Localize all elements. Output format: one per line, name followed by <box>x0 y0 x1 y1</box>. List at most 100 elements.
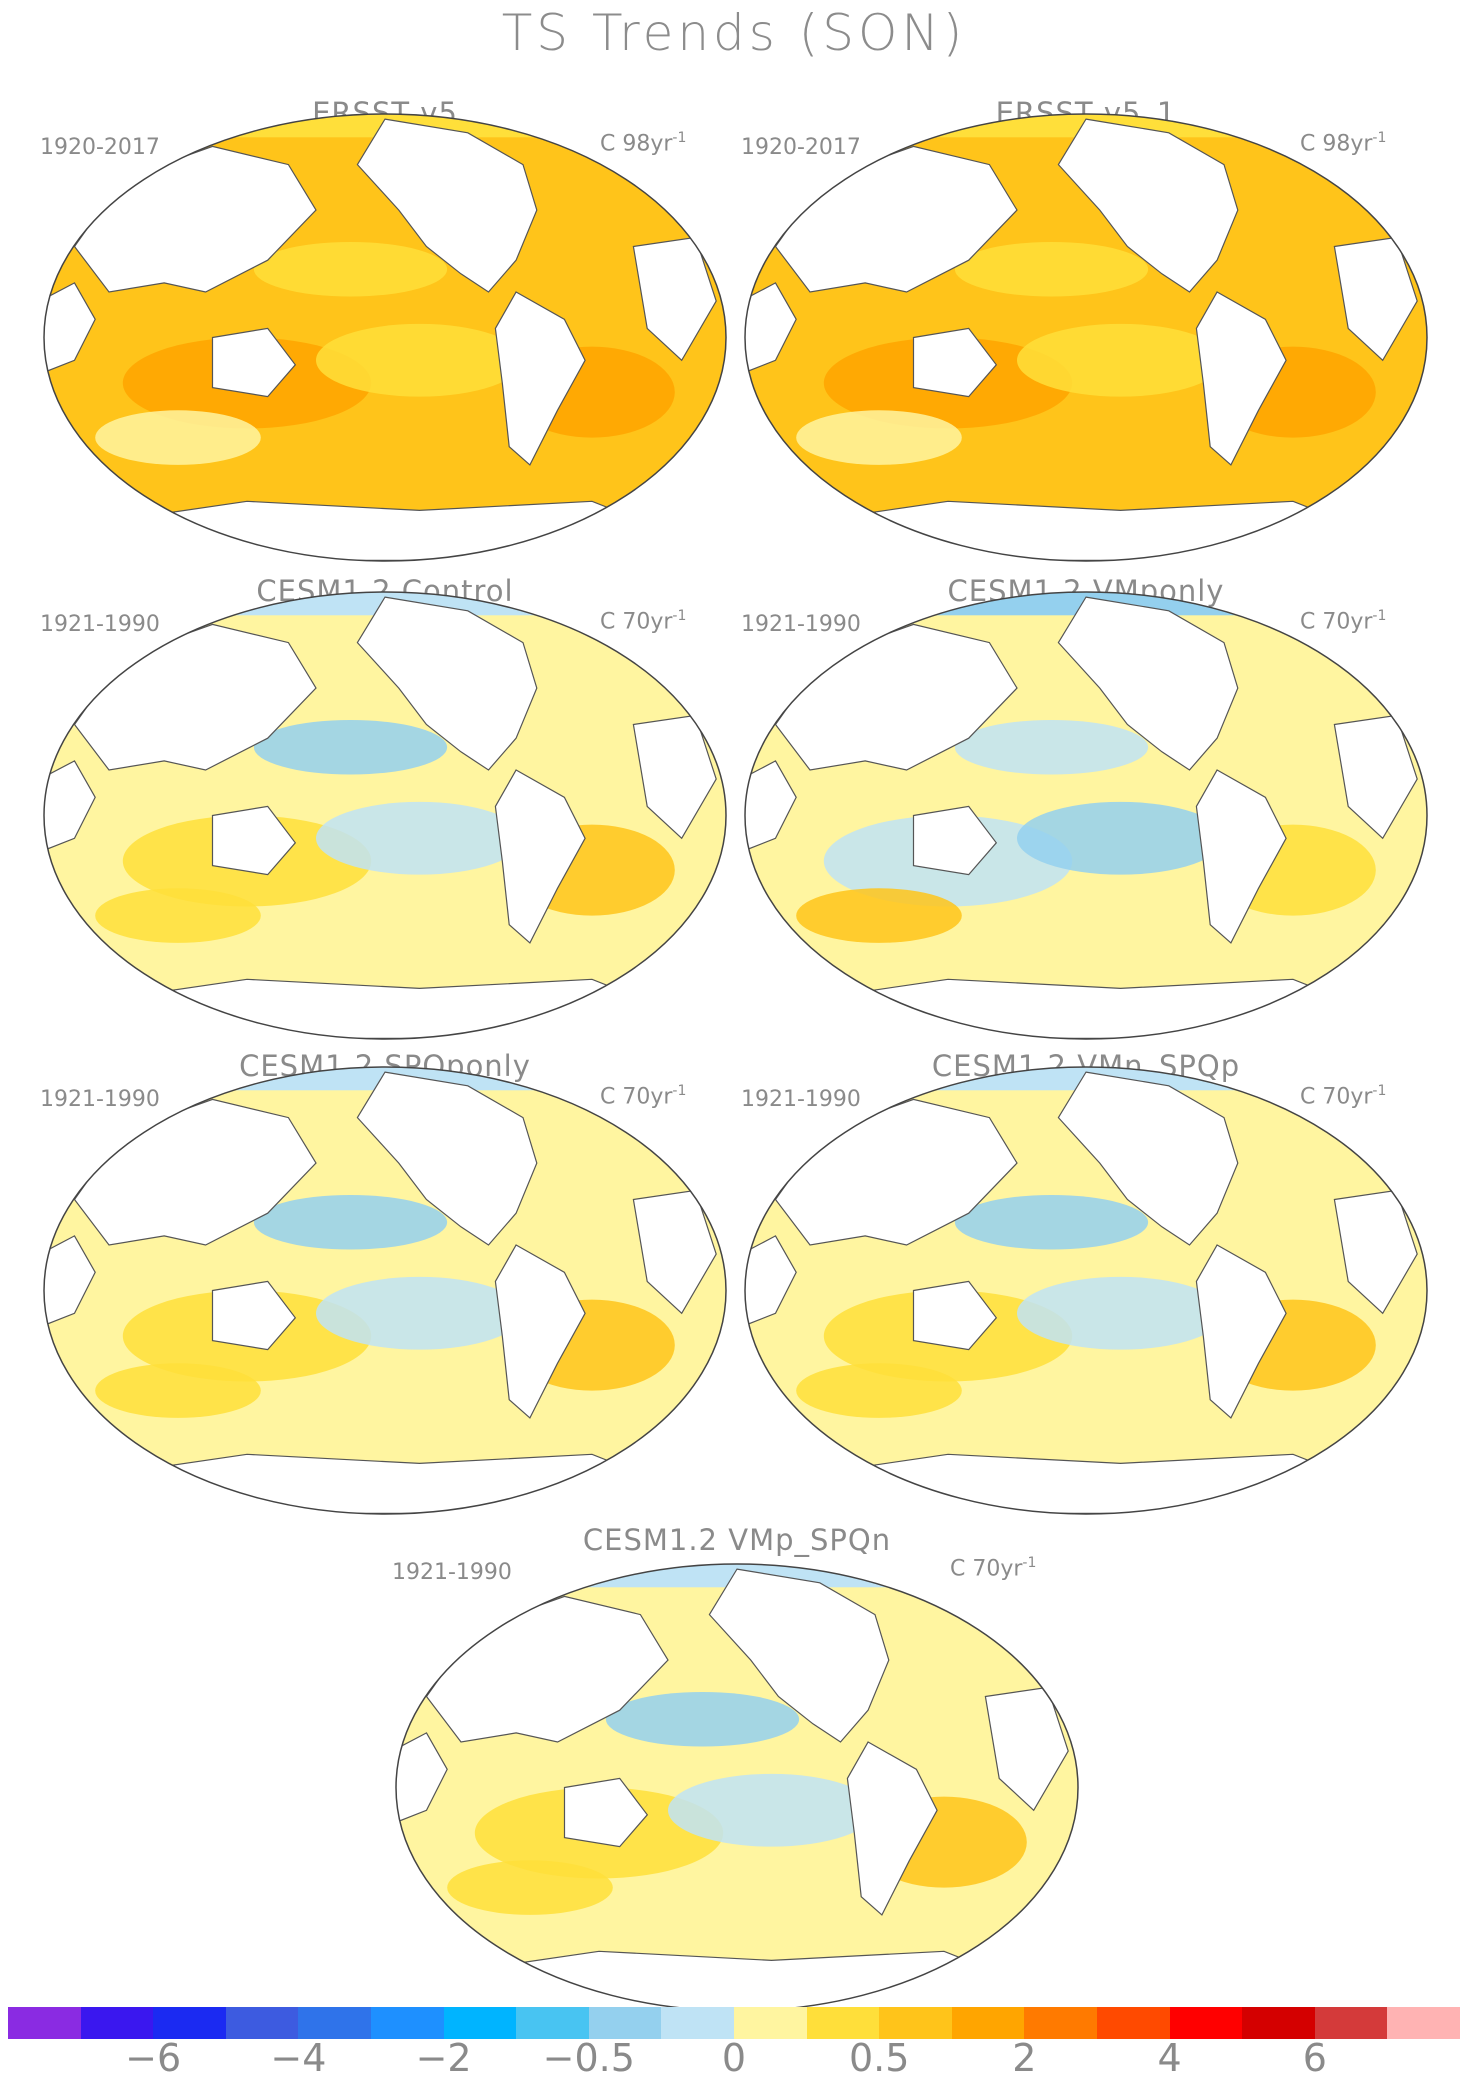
land-mass <box>121 978 663 1039</box>
land-mass <box>1195 291 1287 466</box>
land-mass <box>1195 1244 1287 1419</box>
trend-region <box>796 410 962 465</box>
land-mass <box>396 1732 448 1825</box>
land-mass <box>846 1741 938 1916</box>
land-mass <box>984 1686 1069 1812</box>
land-mass <box>494 291 586 466</box>
land-mass <box>44 1235 96 1328</box>
land-mass <box>708 1568 890 1743</box>
land-mass <box>1057 1071 1239 1246</box>
trend-region <box>253 1194 448 1250</box>
colorbar-swatch <box>80 2007 154 2039</box>
trend-region <box>95 1363 261 1418</box>
land-mass <box>1195 769 1287 944</box>
trend-region <box>954 719 1149 775</box>
colorbar-swatch <box>1314 2007 1388 2039</box>
colorbar-label: 6 <box>1302 2036 1327 2080</box>
panel-units: C 70yr-1 <box>950 1555 1037 1582</box>
panel-units: C 70yr-1 <box>600 1083 687 1110</box>
colorbar-swatch <box>443 2007 517 2039</box>
land-mass <box>44 760 96 853</box>
colorbar-swatch <box>153 2007 226 2039</box>
land-mass <box>211 1280 297 1351</box>
colorbar-swatch <box>1387 2007 1460 2039</box>
colorbar-label: 4 <box>1157 2036 1182 2080</box>
colorbar-swatch <box>733 2007 807 2039</box>
panel-period: 1921-1990 <box>40 612 160 637</box>
colorbar-swatch <box>661 2007 734 2039</box>
colorbar-swatch <box>516 2007 589 2039</box>
map-frame <box>43 1066 727 1515</box>
land-mass <box>912 1280 998 1351</box>
panel-units: C 98yr-1 <box>1300 130 1387 157</box>
trend-region <box>605 1691 800 1747</box>
trend-region <box>796 888 962 943</box>
map-frame <box>744 113 1428 562</box>
world-map <box>744 591 1428 1040</box>
land-mass <box>912 805 998 876</box>
land-mass <box>356 596 538 771</box>
trend-region <box>316 1276 523 1350</box>
trend-region <box>954 241 1149 297</box>
colorbar-swatch <box>588 2007 662 2039</box>
world-map <box>43 591 727 1040</box>
land-mass <box>473 1950 1015 2011</box>
figure-title: TS Trends (SON) <box>501 4 967 62</box>
trend-region <box>954 1194 1149 1250</box>
trend-region <box>316 323 523 397</box>
map-frame <box>43 591 727 1040</box>
land-mass <box>1333 236 1418 362</box>
colorbar-label: 0.5 <box>848 2036 910 2080</box>
land-mass <box>1057 118 1239 293</box>
panel-period: 1921-1990 <box>741 1087 861 1112</box>
land-mass <box>822 978 1364 1039</box>
land-mass <box>1333 714 1418 840</box>
panel-title: CESM1.2 VMp_SPQn <box>582 1523 892 1557</box>
map-frame <box>43 113 727 562</box>
land-mass <box>822 500 1364 561</box>
world-map <box>744 1066 1428 1515</box>
panel-period: 1921-1990 <box>741 612 861 637</box>
colorbar-swatch <box>225 2007 299 2039</box>
panel-period: 1920-2017 <box>40 135 160 160</box>
land-mass <box>494 769 586 944</box>
colorbar-swatch <box>1242 2007 1315 2039</box>
trend-region <box>668 1773 875 1847</box>
colorbar-swatch <box>879 2007 952 2039</box>
land-mass <box>1333 1189 1418 1315</box>
colorbar-labels: −6 −4 −2 −0.5 0 0.5 2 4 6 <box>0 2036 1468 2091</box>
trend-region <box>253 241 448 297</box>
colorbar-swatch <box>370 2007 444 2039</box>
colorbar-swatch <box>1096 2007 1170 2039</box>
land-mass <box>632 1189 717 1315</box>
land-mass <box>1057 596 1239 771</box>
colorbar-label: −0.5 <box>542 2036 635 2080</box>
panel-units: C 70yr-1 <box>1300 608 1387 635</box>
land-mass <box>745 760 797 853</box>
colorbar-swatch <box>1024 2007 1097 2039</box>
colorbar-label: −2 <box>415 2036 472 2080</box>
panel-units: C 70yr-1 <box>600 608 687 635</box>
land-mass <box>211 805 297 876</box>
land-mass <box>822 1453 1364 1514</box>
trend-region <box>95 410 261 465</box>
panel-period: 1921-1990 <box>392 1560 512 1585</box>
trend-region <box>447 1860 613 1915</box>
colorbar-swatch <box>1169 2007 1243 2039</box>
trend-region <box>253 719 448 775</box>
trend-region <box>95 888 261 943</box>
trend-region <box>1017 801 1224 875</box>
land-mass <box>211 327 297 398</box>
colorbar-swatch <box>951 2007 1025 2039</box>
land-mass <box>632 714 717 840</box>
map-frame <box>744 591 1428 1040</box>
land-mass <box>356 118 538 293</box>
colorbar-label: 0 <box>721 2036 747 2080</box>
panel-period: 1920-2017 <box>741 135 861 160</box>
colorbar-label: 2 <box>1012 2036 1037 2080</box>
panel-period: 1921-1990 <box>40 1087 160 1112</box>
world-map <box>395 1563 1079 2012</box>
panel-units: C 98yr-1 <box>600 130 687 157</box>
land-mass <box>632 236 717 362</box>
land-mass <box>745 282 797 375</box>
